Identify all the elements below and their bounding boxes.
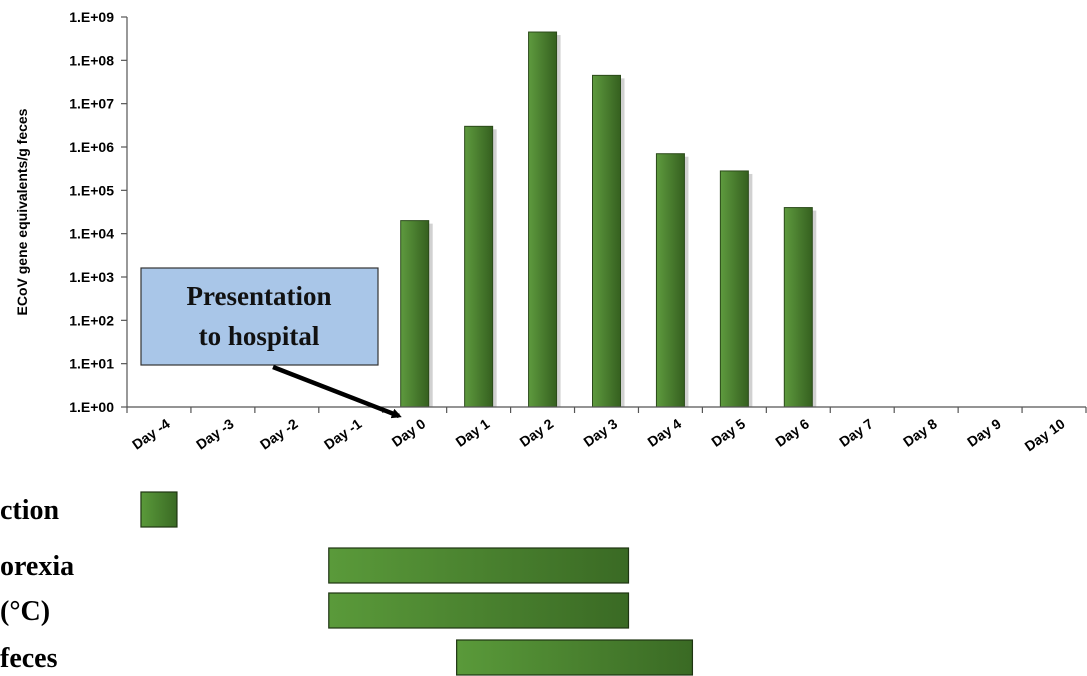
bar [528,31,558,408]
annotation-line-2: to hospital [199,321,320,351]
bar [592,74,621,408]
y-tick-label: 1.E+09 [69,9,114,25]
x-tick-label: Day 9 [964,415,1004,450]
timeline-bar [328,547,630,584]
x-tick-label: Day 5 [708,415,748,450]
x-tick-label: Day 3 [580,415,620,450]
bars [400,31,817,408]
annotation-line-1: Presentation [187,281,332,311]
y-tick-label: 1.E+00 [69,399,114,415]
bar [464,125,494,408]
y-axis-label: ECoV gene equivalents/g feces [14,108,30,315]
x-tick-label: Day 8 [900,415,940,450]
timeline-bar [456,639,694,676]
y-tick-label: 1.E+01 [69,356,114,372]
timeline-label: (°C) [0,596,50,627]
presentation-annotation: Presentation to hospital [140,267,402,419]
y-tick-marks [121,16,127,408]
x-tick-label: Day 10 [1022,415,1068,454]
x-tick-label: Day -2 [257,415,301,452]
x-tick-label: Day 6 [772,415,812,450]
x-tick-label: Day 0 [389,415,429,450]
y-tick-label: 1.E+04 [69,226,114,242]
y-tick-label: 1.E+06 [69,139,114,155]
y-tick-label: 1.E+07 [69,96,114,112]
x-tick-marks [126,407,1087,413]
x-tick-label: Day 2 [517,415,557,450]
x-tick-label: Day -3 [193,415,237,452]
x-tick-label: Day 7 [836,415,876,450]
timeline-label: ction [0,495,60,526]
y-tick-label: 1.E+08 [69,52,114,68]
bar [655,153,685,408]
y-tick-label: 1.E+02 [69,312,114,328]
timeline-bar [328,592,630,629]
timeline-label: feces [0,643,58,674]
bar [719,170,749,408]
y-tick-label: 1.E+05 [69,182,114,198]
y-tick-label: 1.E+03 [69,269,114,285]
y-tick-labels: 1.E+00 1.E+01 1.E+02 1.E+03 1.E+04 1.E+05 1.E+… [69,9,114,415]
timeline-bar [140,491,178,528]
bar [783,207,813,408]
annotation-arrow [272,364,402,419]
annotation-box [140,267,379,366]
x-tick-label: Day 1 [453,415,493,450]
timeline-label: orexia [0,551,74,582]
x-tick-label: Day -4 [129,415,173,452]
x-tick-label: Day 4 [644,415,684,450]
x-tick-label: Day -1 [321,415,365,452]
timeline: ction orexia (°C) feces [0,491,694,676]
x-tick-labels: Day -4 Day -3 Day -2 Day -1 Day 0 Day 1 Day 2 D… [129,415,1068,454]
bar [400,220,430,408]
